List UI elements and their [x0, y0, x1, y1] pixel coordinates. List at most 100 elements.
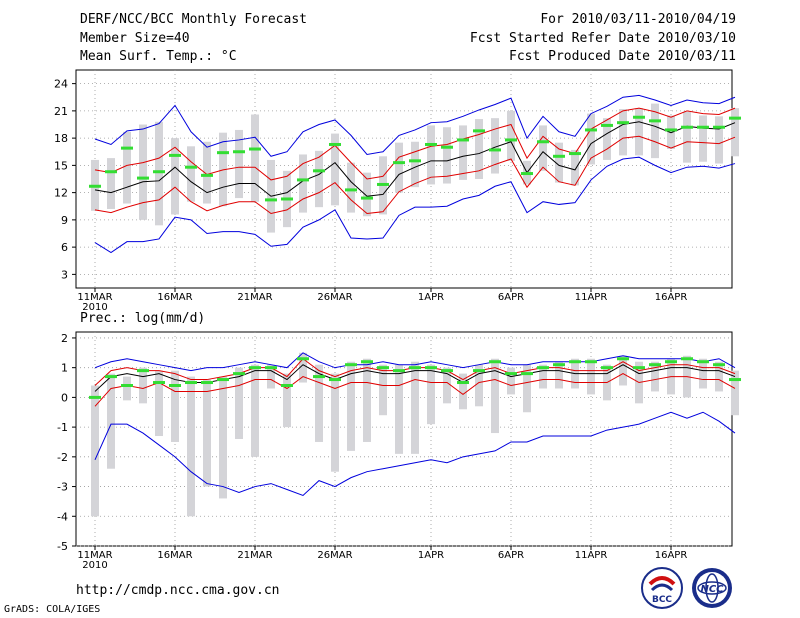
temp-median-mark	[265, 198, 277, 202]
prec-spread-bar	[731, 370, 739, 416]
prec-spread-bar	[699, 358, 707, 389]
temp-median-mark	[457, 138, 469, 142]
temp-median-mark	[345, 188, 357, 192]
temp-xtick-label: 21MAR	[237, 292, 272, 303]
prec-spread-bar	[475, 364, 483, 407]
prec-median-mark	[569, 360, 581, 364]
temp-spread-bar	[363, 172, 371, 217]
temp-spread-bar	[171, 138, 179, 215]
prec-median-mark	[521, 372, 533, 376]
prec-median-mark	[89, 395, 101, 399]
prec-ytick-label: -3	[57, 481, 68, 494]
prec-median-mark	[153, 381, 165, 385]
temp-xtick-label: 16MAR	[157, 292, 192, 303]
temp-ytick-label: 12	[54, 187, 68, 200]
prec-median-mark	[329, 378, 341, 382]
temp-spread-bar	[347, 162, 355, 213]
temp-median-mark	[729, 116, 741, 120]
temp-ytick-label: 3	[61, 268, 68, 281]
prec-xtick-label: 26MAR	[317, 550, 352, 561]
temp-ytick-label: 21	[54, 105, 68, 118]
temp-year-label: 2010	[82, 302, 107, 313]
prec-spread-bar	[107, 373, 115, 469]
prec-spread-bar	[315, 364, 323, 442]
temp-median-mark	[185, 165, 197, 169]
temp-median-mark	[617, 121, 629, 125]
prec-spread-bar	[123, 376, 131, 401]
prec-spread-bar	[651, 361, 659, 392]
prec-spread-bar	[219, 376, 227, 499]
temp-median-mark	[537, 140, 549, 144]
prec-median-mark	[137, 369, 149, 373]
temp-spread-bar	[107, 158, 115, 209]
prec-spread-bar	[267, 364, 275, 389]
temp-median-mark	[393, 161, 405, 165]
temp-spread-bar	[427, 125, 435, 185]
prec-median-mark	[585, 360, 597, 364]
prec-spread-bar	[299, 352, 307, 383]
prec-median-mark	[105, 375, 117, 379]
prec-median-mark	[457, 381, 469, 385]
prec-spread-bar	[507, 367, 515, 395]
temp-median-mark	[409, 159, 421, 163]
prec-spread-bar	[443, 367, 451, 404]
temp-spread-bar	[251, 114, 259, 202]
prec-xtick-label: 1APR	[418, 550, 444, 561]
prec-median-mark	[505, 372, 517, 376]
prec-ytick-label: -4	[57, 510, 68, 523]
temp-spread-bar	[235, 129, 243, 199]
temp-spread-bar	[491, 118, 499, 174]
temp-median-mark	[201, 173, 213, 177]
prec-ytick-label: 1	[61, 362, 68, 375]
prec-xtick-label: 16APR	[655, 550, 688, 561]
forecast-start-date: Fcst Started Refer Date 2010/03/10	[469, 31, 736, 46]
temp-spread-bar	[203, 141, 211, 204]
prec-spread-bar	[171, 370, 179, 442]
prec-spread-bar	[587, 358, 595, 395]
prec-median-mark	[649, 363, 661, 367]
prec-spread-bar	[347, 361, 355, 451]
prec-outer-lower-line	[94, 411, 736, 497]
prec-median-mark	[713, 363, 725, 367]
temp-spread-bar	[155, 121, 163, 226]
prec-median-mark	[313, 375, 325, 379]
temp-median-mark	[217, 151, 229, 155]
temp-spread-bar	[411, 141, 419, 188]
prec-median-mark	[265, 366, 277, 370]
temp-median-mark	[649, 119, 661, 123]
prec-median-mark	[249, 366, 261, 370]
temp-spread-bar	[731, 108, 739, 157]
prec-spread-bar	[379, 364, 387, 416]
prec-median-mark	[697, 360, 709, 364]
temp-median-mark	[281, 197, 293, 201]
temp-xtick-label: 26MAR	[317, 292, 352, 303]
footer-url[interactable]: http://cmdp.ncc.cma.gov.cn	[76, 583, 280, 598]
title-line-2: Member Size=40	[80, 31, 190, 46]
prec-median-mark	[201, 381, 213, 385]
temp-median-mark	[553, 154, 565, 158]
prec-median-mark	[425, 366, 437, 370]
temp-ytick-label: 24	[54, 78, 68, 91]
prec-spread-bar	[491, 358, 499, 434]
prec-median-mark	[681, 357, 693, 361]
prec-spread-bar	[411, 361, 419, 454]
prec-spread-bar	[363, 358, 371, 442]
temp-median-mark	[313, 169, 325, 173]
prec-xtick-label: 11APR	[575, 550, 608, 561]
temp-spread-bar	[507, 110, 515, 161]
temp-xtick-label: 16APR	[655, 292, 688, 303]
temp-median-mark	[441, 145, 453, 149]
prec-median-mark	[377, 366, 389, 370]
prec-median-mark	[345, 363, 357, 367]
prec-inner-lower-line	[94, 373, 736, 407]
prec-spread-bar	[539, 364, 547, 389]
temp-spread-bar	[139, 124, 147, 220]
prec-spread-bar	[251, 364, 259, 457]
temp-spread-bar	[619, 109, 627, 156]
temp-outer-lower-line	[94, 156, 736, 254]
prec-median-mark	[217, 378, 229, 382]
temp-spread-bar	[683, 111, 691, 163]
temp-spread-bar	[587, 113, 595, 165]
grads-credit: GrADS: COLA/IGES	[4, 604, 101, 615]
prec-median-mark	[553, 363, 565, 367]
